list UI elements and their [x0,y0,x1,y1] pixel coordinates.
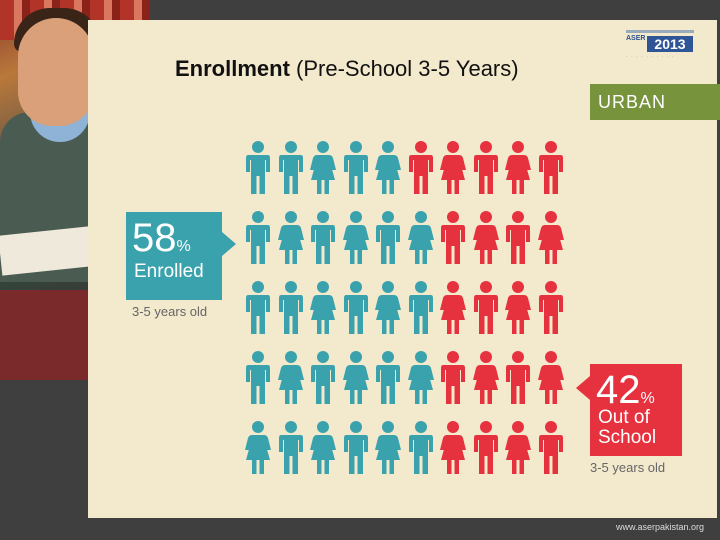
girl-icon [407,350,435,406]
boy-icon [439,210,467,266]
boy-icon [439,350,467,406]
boy-icon [374,210,402,266]
boy-icon [537,280,565,336]
girl-icon [472,210,500,266]
boy-icon [309,210,337,266]
girl-icon [439,280,467,336]
boy-icon [277,420,305,476]
girl-icon [309,140,337,196]
girl-icon [277,210,305,266]
enrolled-label: Enrolled [134,261,204,282]
girl-icon [504,420,532,476]
boy-icon [244,210,272,266]
boy-icon [407,280,435,336]
enrolled-age: 3-5 years old [132,304,208,319]
boy-icon [407,140,435,196]
aser-logo: ASER 2013 · · · · · · · · · · [622,30,696,62]
out-of-school-callout: 42% Out of School [576,364,682,456]
boy-icon [244,280,272,336]
boy-icon [342,280,370,336]
boy-icon [244,140,272,196]
girl-icon [277,350,305,406]
enrolled-callout: 58% Enrolled [126,212,236,300]
girl-icon [537,210,565,266]
girl-icon [537,350,565,406]
boy-icon [537,140,565,196]
girl-icon [374,280,402,336]
boy-icon [342,420,370,476]
boy-icon [504,350,532,406]
slide-title: Enrollment (Pre-School 3-5 Years) [175,56,519,82]
boy-icon [342,140,370,196]
boy-icon [407,420,435,476]
website-url: www.aserpakistan.org [615,522,704,532]
region-label: URBAN [590,84,720,120]
enrolled-percent: 58 [132,216,177,260]
boy-icon [244,350,272,406]
girl-icon [504,280,532,336]
oos-label-line2: School [598,427,657,448]
oos-label-line1: Out of [598,407,650,428]
girl-icon [244,420,272,476]
pictogram-grid [244,140,564,480]
oos-percent: 42 [596,368,641,412]
girl-icon [407,210,435,266]
girl-icon [439,140,467,196]
boy-icon [472,140,500,196]
boy-icon [504,210,532,266]
enrolled-percent-sign: % [176,238,191,255]
girl-icon [504,140,532,196]
girl-icon [342,350,370,406]
boy-icon [472,420,500,476]
oos-age: 3-5 years old [590,460,666,475]
girl-icon [472,350,500,406]
boy-icon [309,350,337,406]
boy-icon [277,280,305,336]
girl-icon [439,420,467,476]
logo-year: 2013 [647,36,693,52]
girl-icon [374,420,402,476]
boy-icon [472,280,500,336]
girl-icon [309,280,337,336]
girl-icon [309,420,337,476]
title-rest: (Pre-School 3-5 Years) [289,56,519,81]
girl-icon [374,140,402,196]
girl-icon [342,210,370,266]
logo-name: ASER [626,35,646,42]
boy-icon [277,140,305,196]
oos-percent-sign: % [640,390,655,407]
boy-icon [374,350,402,406]
title-bold: Enrollment [175,56,290,81]
boy-icon [537,420,565,476]
